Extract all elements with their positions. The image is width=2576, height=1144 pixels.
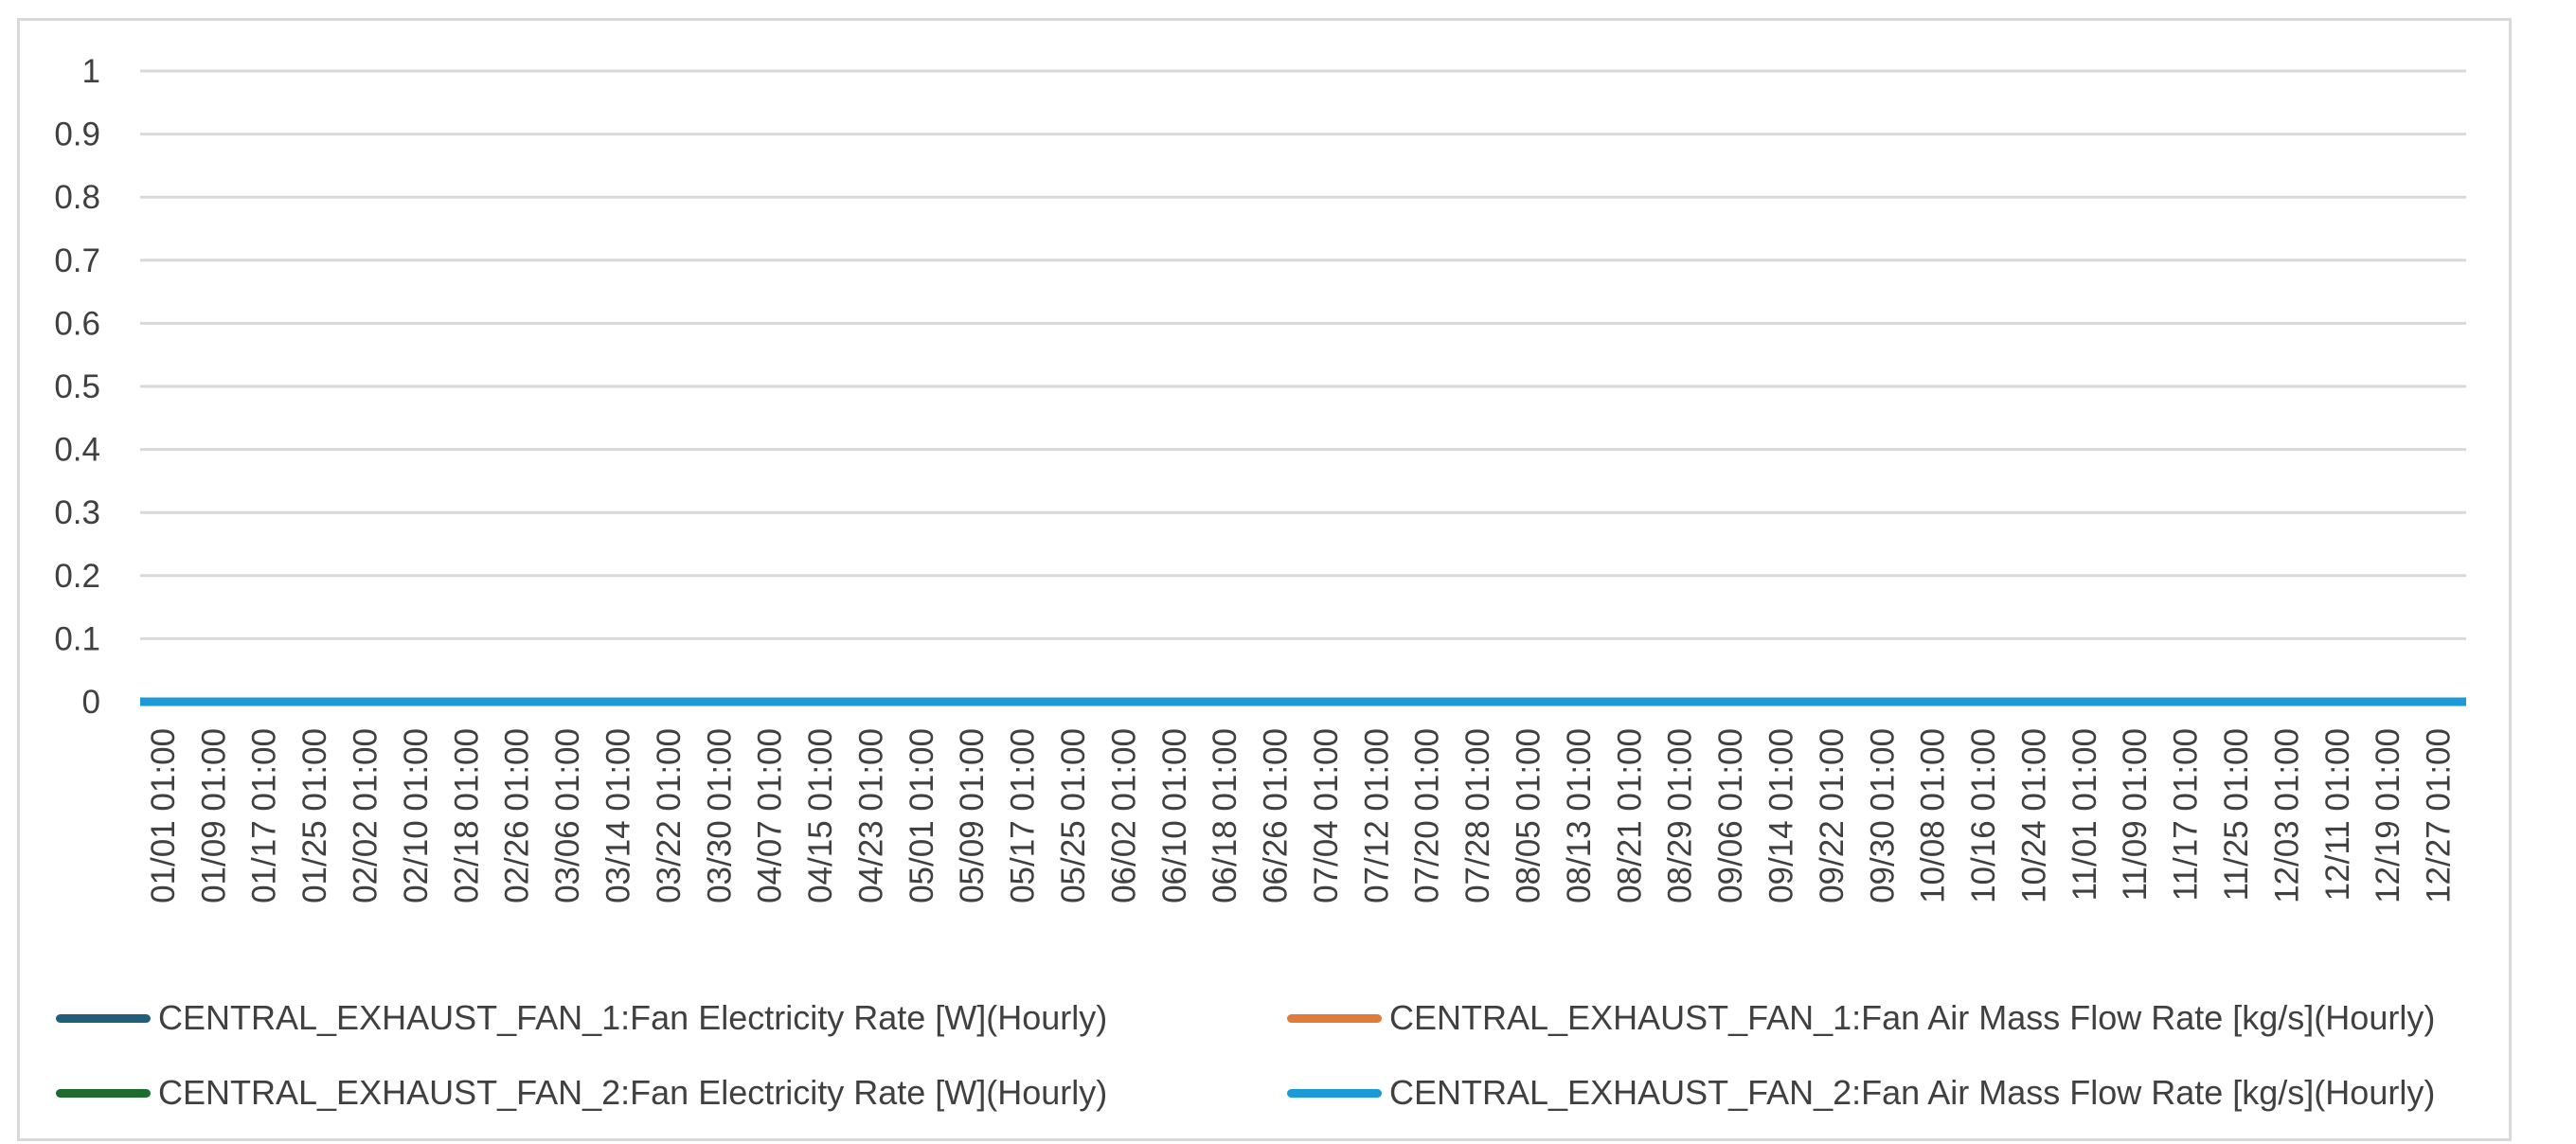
x-tick-label: 01/01 01:00 (145, 728, 182, 903)
y-tick-label: 0.8 (54, 179, 100, 216)
x-tick-label: 07/28 01:00 (1459, 728, 1496, 903)
y-tick-label: 0 (82, 684, 100, 721)
x-tick-label: 05/01 01:00 (903, 728, 940, 903)
x-tick-label: 08/05 01:00 (1511, 728, 1547, 903)
x-tick-label: 09/30 01:00 (1864, 728, 1901, 903)
x-tick-label: 11/25 01:00 (2218, 728, 2255, 901)
line-chart: 0 0.1 0.2 0.3 0.4 0.5 0.6 0.7 0.8 0.9 1 01/01 01:0… (54, 53, 2466, 903)
x-tick-label: 09/06 01:00 (1712, 728, 1749, 903)
x-tick-label: 11/01 01:00 (2066, 728, 2103, 901)
x-tick-label: 04/15 01:00 (802, 728, 839, 903)
x-tick-label: 11/17 01:00 (2168, 728, 2205, 901)
x-tick-label: 09/22 01:00 (1814, 728, 1851, 903)
x-tick-label: 01/25 01:00 (296, 728, 333, 903)
y-tick-label: 0.9 (54, 116, 100, 153)
x-tick-label: 12/27 01:00 (2421, 728, 2458, 903)
x-tick-label: 08/29 01:00 (1662, 728, 1699, 903)
chart-area: 0 0.1 0.2 0.3 0.4 0.5 0.6 0.7 0.8 0.9 1 01/01 01:0… (17, 18, 2512, 1141)
x-tick-label: 05/17 01:00 (1005, 728, 1042, 903)
x-tick-label: 10/08 01:00 (1915, 728, 1952, 903)
x-tick-label: 04/07 01:00 (752, 728, 789, 903)
y-tick-label: 0.3 (54, 494, 100, 531)
x-tick-label: 12/03 01:00 (2268, 728, 2305, 903)
y-tick-label: 0.2 (54, 558, 100, 595)
x-tick-label: 09/14 01:00 (1762, 728, 1799, 903)
x-tick-label: 05/09 01:00 (954, 728, 991, 903)
y-tick-label: 0.1 (54, 620, 100, 657)
x-tick-label: 02/18 01:00 (448, 728, 485, 903)
x-tick-label: 11/09 01:00 (2117, 728, 2154, 901)
x-tick-label: 06/26 01:00 (1258, 728, 1295, 903)
x-tick-label: 10/16 01:00 (1965, 728, 2002, 903)
x-tick-label: 01/09 01:00 (195, 728, 232, 903)
y-tick-label: 0.6 (54, 305, 100, 342)
y-axis-ticks: 0 0.1 0.2 0.3 0.4 0.5 0.6 0.7 0.8 0.9 1 (54, 53, 100, 721)
x-tick-label: 07/20 01:00 (1409, 728, 1446, 903)
gridlines (140, 69, 2466, 704)
x-tick-label: 07/12 01:00 (1358, 728, 1395, 903)
x-tick-label: 08/21 01:00 (1611, 728, 1648, 903)
y-tick-label: 0.4 (54, 432, 100, 469)
x-tick-label: 07/04 01:00 (1308, 728, 1345, 903)
x-tick-label: 06/10 01:00 (1156, 728, 1193, 903)
x-tick-label: 12/11 01:00 (2319, 728, 2356, 901)
x-tick-label: 05/25 01:00 (1055, 728, 1092, 903)
x-axis-ticks: 01/01 01:00 01/09 01:00 01/17 01:00 01/25 0… (145, 728, 2458, 903)
x-tick-label: 02/26 01:00 (499, 728, 536, 903)
x-tick-label: 01/17 01:00 (246, 728, 283, 903)
x-tick-label: 04/23 01:00 (852, 728, 889, 903)
x-tick-label: 06/02 01:00 (1105, 728, 1142, 903)
x-tick-label: 03/22 01:00 (651, 728, 688, 903)
x-tick-label: 03/30 01:00 (701, 728, 738, 903)
x-tick-label: 08/13 01:00 (1561, 728, 1598, 903)
x-tick-label: 12/19 01:00 (2370, 728, 2406, 903)
x-tick-label: 02/02 01:00 (348, 728, 385, 903)
x-tick-label: 10/24 01:00 (2015, 728, 2052, 903)
y-tick-label: 0.5 (54, 368, 100, 405)
x-tick-label: 03/06 01:00 (549, 728, 586, 903)
x-tick-label: 02/10 01:00 (398, 728, 435, 903)
x-tick-label: 06/18 01:00 (1207, 728, 1243, 903)
x-tick-label: 03/14 01:00 (599, 728, 636, 903)
y-tick-label: 1 (82, 53, 100, 90)
y-tick-label: 0.7 (54, 242, 100, 279)
